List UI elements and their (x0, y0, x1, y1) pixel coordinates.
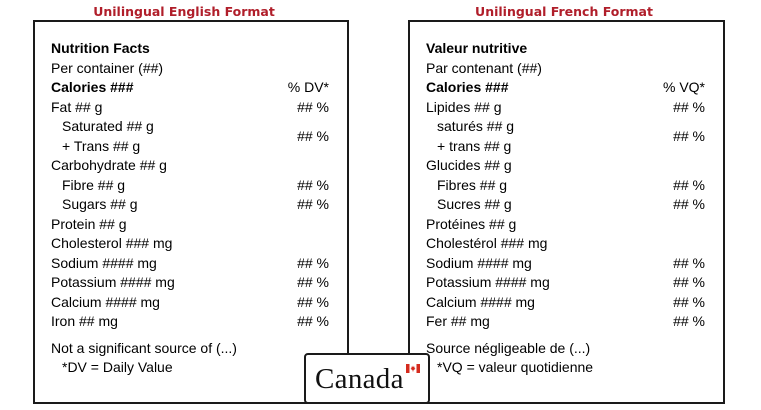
trans-row: + Trans ## g (62, 137, 141, 154)
calcium-row: Calcium #### mg ## % (51, 293, 329, 310)
sodium-row: Sodium #### mg ## % (426, 254, 705, 271)
saturated-row: saturés ## g ## % (426, 117, 705, 144)
vq-footnote: *VQ = valeur quotidienne (437, 359, 594, 375)
sodium-row: Sodium #### mg ## % (51, 254, 329, 271)
english-nutrition-table: Nutrition Facts Per container (##) Calor… (33, 20, 349, 404)
saturated-row: Saturated ## g ## % (51, 117, 329, 144)
potassium-row: Potassium #### mg ## % (51, 274, 329, 290)
calories-row: Calories ### % DV* (51, 78, 329, 98)
table-heading: Valeur nutritive (426, 40, 528, 56)
dv-header: % DV* (287, 79, 329, 95)
calories-label: Calories ### (51, 79, 134, 95)
serving-size: Per container (##) (51, 59, 164, 76)
trans-row: + trans ## g (437, 137, 512, 154)
saturated-trans-dv: ## % (673, 127, 705, 144)
english-format-title: Unilingual English Format (93, 4, 275, 19)
french-nutrition-table: Valeur nutritive Par contenant (##) Calo… (408, 20, 725, 404)
fibre-row: Fibres ## g ## % (437, 176, 705, 193)
canada-wordmark: Canada (315, 363, 404, 395)
canada-wordmark-logo: Canada (304, 353, 430, 404)
saturated-trans-dv: ## % (297, 127, 329, 144)
table-heading: Nutrition Facts (51, 40, 150, 56)
fibre-row: Fibre ## g ## % (62, 176, 329, 193)
sugars-row: Sugars ## g ## % (62, 196, 329, 212)
protein-row: Protéines ## g (426, 215, 517, 232)
fat-dv: ## % (297, 98, 329, 115)
carbohydrate-row: Carbohydrate ## g (51, 157, 167, 173)
calcium-row: Calcium #### mg ## % (426, 293, 705, 310)
iron-row: Iron ## mg ## % (51, 313, 329, 329)
vq-header: % VQ* (662, 79, 705, 95)
serving-size: Par contenant (##) (426, 59, 542, 76)
fat-row: Fat ## g ## % (51, 98, 329, 118)
not-significant-note: Not a significant source of (...) (51, 339, 237, 356)
carbohydrate-row: Glucides ## g (426, 157, 512, 173)
sugars-row: Sucres ## g ## % (437, 196, 705, 212)
calories-row: Calories ### % VQ* (426, 78, 705, 98)
fat-row: Lipides ## g ## % (426, 98, 705, 115)
calories-label: Calories ### (426, 79, 509, 95)
protein-row: Protein ## g (51, 215, 127, 232)
cholesterol-row: Cholestérol ### mg (426, 235, 548, 251)
not-significant-note: Source négligeable de (...) (426, 339, 591, 356)
french-format-title: Unilingual French Format (475, 4, 653, 19)
potassium-row: Potassium #### mg ## % (426, 274, 705, 290)
cholesterol-row: Cholesterol ### mg (51, 235, 173, 251)
iron-row: Fer ## mg ## % (426, 313, 705, 329)
canadian-flag-icon (406, 364, 420, 373)
dv-footnote: *DV = Daily Value (62, 359, 173, 375)
